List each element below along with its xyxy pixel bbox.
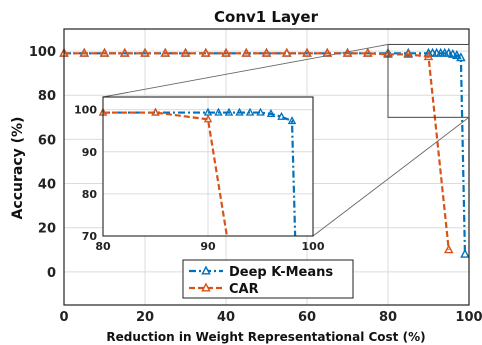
inset-x-tick-label: 90 [200, 240, 216, 253]
legend-item: CAR [189, 282, 259, 297]
zoom-region-box [387, 43, 470, 118]
y-tick-label: 0 [47, 266, 56, 281]
inset-data-point-marker [203, 114, 213, 123]
inset-data-point-marker [266, 108, 276, 117]
inset-frame [102, 96, 314, 237]
main-tick-labels: 0 20 40 60 80 100 0 20 40 60 80 100 [29, 45, 482, 325]
data-point-marker [452, 49, 462, 59]
x-tick-label: 100 [455, 310, 482, 325]
y-axis-label: Accuracy (%) [10, 117, 26, 220]
legend-marker [201, 282, 211, 292]
y-tick-label: 40 [38, 178, 56, 193]
data-point-marker [443, 244, 454, 254]
x-tick-label: 0 [59, 310, 68, 325]
legend-label: CAR [229, 282, 259, 297]
data-point-marker [79, 47, 90, 57]
inset-y-tick-label: 90 [82, 146, 98, 159]
inset-data-point-marker [151, 107, 160, 116]
legend: Deep K-Means CAR [182, 259, 354, 299]
inset-x-tick-label: 100 [302, 240, 325, 253]
data-point-marker [281, 47, 292, 57]
legend-box [182, 259, 354, 299]
data-point-marker [448, 48, 458, 58]
y-tick-label: 60 [38, 133, 56, 148]
x-axis-label: Reduction in Weight Representational Cos… [106, 330, 425, 344]
data-point-marker [403, 48, 414, 58]
data-point-marker [302, 47, 312, 57]
data-point-marker [119, 47, 130, 57]
x-tick-label: 80 [379, 310, 397, 325]
data-point-marker [443, 47, 454, 57]
data-point-marker [456, 52, 466, 62]
inset-data-point-marker [224, 107, 234, 116]
inset-data-point-marker [245, 107, 255, 116]
inset-data-point-marker [214, 107, 223, 116]
x-tick-label: 20 [136, 310, 154, 325]
data-point-marker [160, 47, 171, 57]
zoom-connector-line [102, 44, 389, 98]
y-tick-label: 80 [38, 89, 56, 104]
inset-y-tick-label: 100 [74, 104, 97, 117]
inset-x-tick-label: 80 [95, 240, 111, 253]
y-tick-label: 20 [38, 222, 56, 237]
data-point-marker [99, 47, 110, 57]
y-tick-label: 100 [29, 45, 56, 60]
data-point-marker [140, 47, 150, 57]
inset-data-point-marker [235, 107, 244, 116]
inset-data-point-marker [256, 107, 265, 116]
zoom-connector-line [312, 116, 470, 237]
inset-y-tick-label: 80 [82, 188, 98, 201]
legend-item: Deep K-Means [189, 265, 333, 280]
series-line [64, 52, 450, 250]
data-point-marker [200, 47, 211, 57]
chart-title: Conv1 Layer [214, 8, 319, 26]
legend-marker [201, 265, 211, 275]
inset-data-point-marker [277, 111, 286, 120]
x-tick-label: 60 [298, 310, 316, 325]
legend-label: Deep K-Means [229, 265, 333, 280]
plot-frame [63, 28, 470, 306]
inset-y-tick-label: 70 [82, 230, 98, 243]
data-point-marker [362, 47, 373, 57]
data-point-marker [261, 47, 272, 57]
data-point-marker [221, 47, 231, 57]
main-series [59, 47, 470, 258]
data-point-marker [180, 47, 191, 57]
data-point-marker [241, 47, 252, 57]
data-point-marker [423, 51, 434, 61]
x-tick-label: 40 [217, 310, 235, 325]
inset-series-line [103, 111, 228, 237]
inset-data-point-marker [287, 116, 297, 125]
data-point-marker [460, 248, 470, 258]
